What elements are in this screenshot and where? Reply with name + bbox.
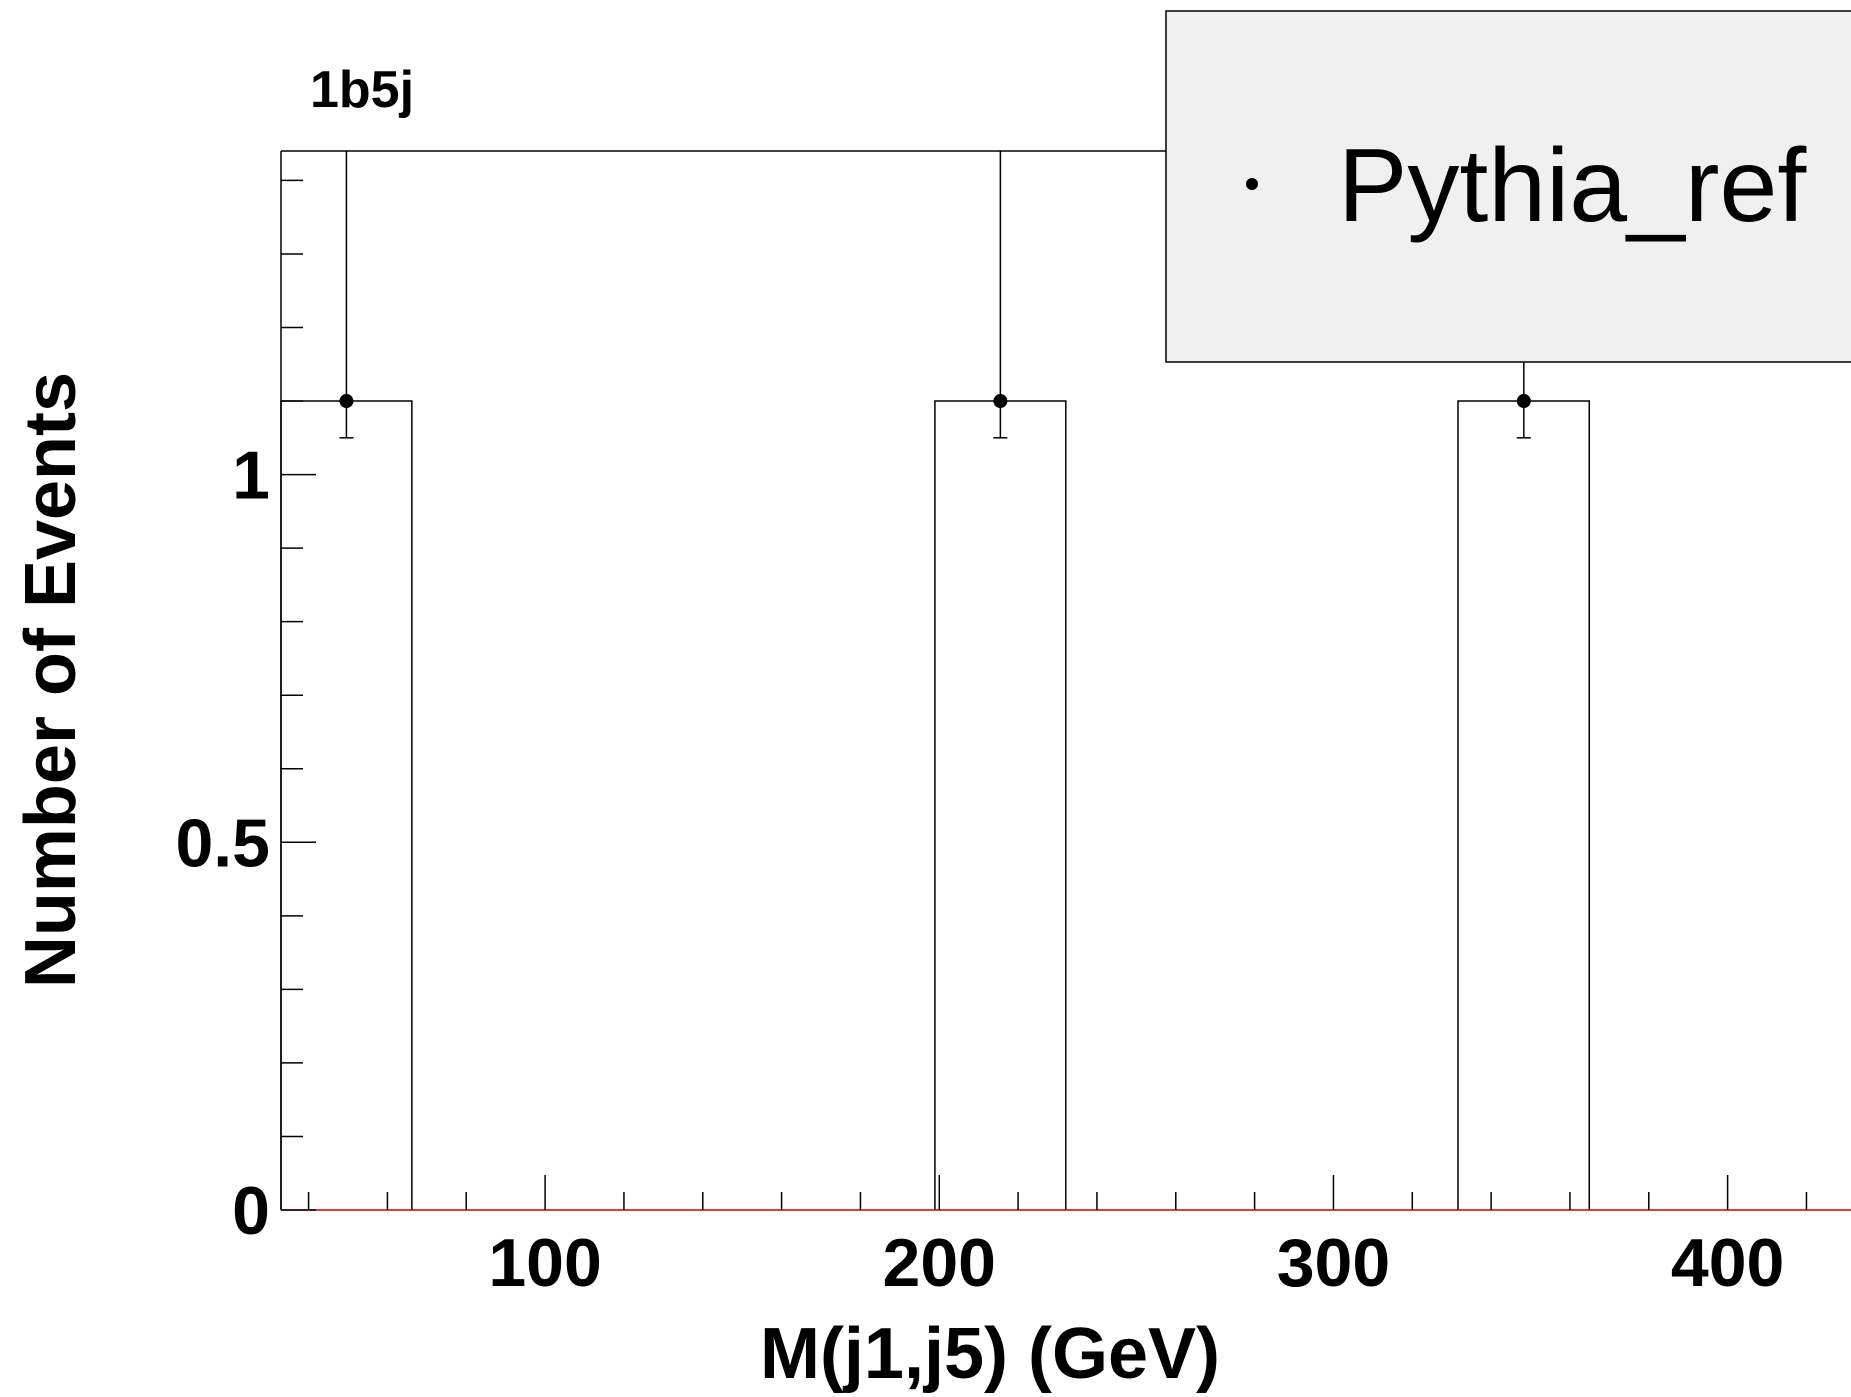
legend: Pythia_ref (1165, 10, 1851, 363)
data-point-2 (993, 394, 1008, 409)
x-tick-label: 200 (883, 1225, 996, 1301)
data-point-3 (1516, 394, 1531, 409)
x-tick-label: 100 (488, 1225, 601, 1301)
x-axis-label: M(j1,j5) (GeV) (760, 1314, 1220, 1394)
legend-box (1165, 10, 1851, 363)
chart-title: 1b5j (310, 61, 414, 119)
histogram-bin-3 (1457, 400, 1591, 1210)
histogram-bin-1 (280, 400, 413, 1210)
y-tick-label: 1 (232, 438, 270, 514)
data-point-1 (339, 394, 354, 409)
y-tick-label: 0.5 (175, 805, 270, 881)
legend-marker-icon (1246, 178, 1258, 190)
x-tick-label: 300 (1277, 1225, 1390, 1301)
data-points (339, 394, 1531, 409)
histogram-bin-2 (934, 400, 1067, 1210)
x-tick-label: 400 (1671, 1225, 1784, 1301)
histogram-bins (280, 400, 1591, 1210)
y-axis-label: Number of Events (11, 372, 91, 988)
y-axis-ticks: 00.51 (175, 179, 316, 1249)
x-axis-ticks: 100 200 300 400 (307, 1175, 1808, 1301)
legend-entry-pythia-ref: Pythia_ref (1338, 128, 1807, 244)
y-tick-label: 0 (232, 1173, 270, 1249)
